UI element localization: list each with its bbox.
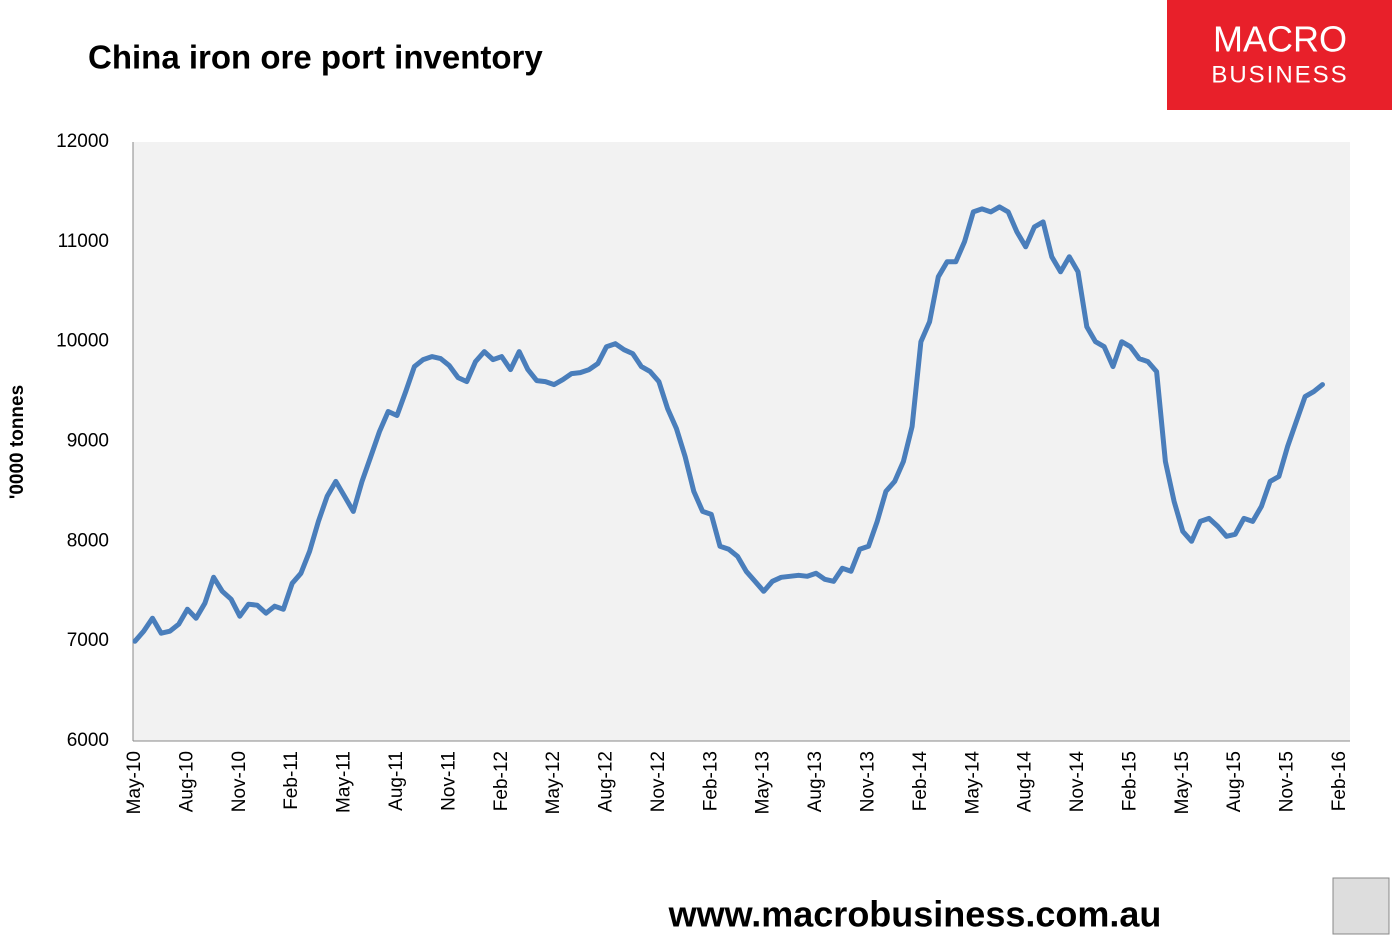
x-tick-label: Nov-12 <box>648 751 669 812</box>
y-tick-label: 8000 <box>67 530 109 551</box>
x-tick-label: Aug-11 <box>386 751 407 811</box>
x-tick-label: May-13 <box>753 751 774 814</box>
x-tick-label: May-10 <box>124 751 145 814</box>
x-tick-label: May-11 <box>334 751 355 813</box>
x-tick-label: Feb-16 <box>1329 751 1350 811</box>
y-tick-label: 9000 <box>67 431 109 452</box>
x-tick-label: Aug-15 <box>1224 751 1245 812</box>
logo-text: BUSINESS <box>1211 61 1348 88</box>
x-tick-label: May-12 <box>543 751 564 814</box>
logo-box <box>1167 0 1392 110</box>
x-tick-label: Aug-14 <box>1015 751 1036 813</box>
y-tick-label: 12000 <box>56 131 109 152</box>
x-tick-label: May-15 <box>1172 751 1193 814</box>
wolf-icon <box>1332 877 1390 935</box>
y-tick-label: 10000 <box>56 331 109 352</box>
x-tick-label: Feb-15 <box>1119 751 1140 811</box>
x-tick-label: Nov-15 <box>1277 751 1298 812</box>
y-tick-label: 7000 <box>67 630 109 651</box>
chart-title: China iron ore port inventory <box>88 39 543 76</box>
x-tick-label: Nov-10 <box>229 751 250 812</box>
logo-text: MACRO <box>1213 19 1347 60</box>
x-tick-label: Nov-13 <box>857 751 878 812</box>
y-axis-label: '0000 tonnes <box>7 385 28 499</box>
x-tick-label: Feb-13 <box>700 751 721 811</box>
x-tick-label: Aug-12 <box>596 751 617 812</box>
y-tick-label: 11000 <box>58 231 109 252</box>
x-tick-label: Nov-14 <box>1067 751 1088 813</box>
y-tick-label: 6000 <box>67 730 109 751</box>
data-line <box>132 204 1325 644</box>
x-tick-label: Feb-11 <box>281 751 302 810</box>
footer-url: www.macrobusiness.com.au <box>668 894 1162 935</box>
x-tick-label: Aug-13 <box>805 751 826 812</box>
x-tick-label: Feb-12 <box>491 751 512 811</box>
x-tick-label: Feb-14 <box>910 751 931 812</box>
plot-area <box>133 142 1350 741</box>
x-tick-label: May-14 <box>962 751 983 815</box>
x-tick-label: Nov-11 <box>438 751 459 811</box>
x-tick-label: Aug-10 <box>176 751 197 812</box>
